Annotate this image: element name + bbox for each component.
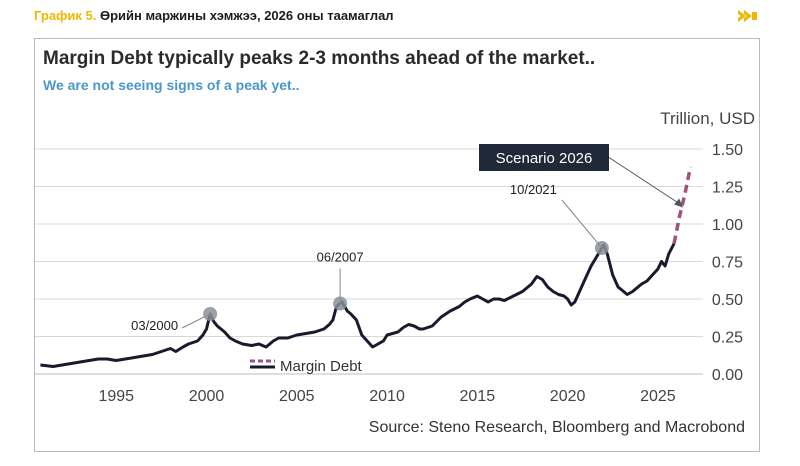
x-tick-label: 2020 (550, 388, 586, 405)
figure-caption-text: Өрийн маржины хэмжээ, 2026 оны таамаглал (96, 8, 394, 23)
y-axis-label: Trillion, USD (660, 109, 755, 128)
x-tick-label: 2015 (460, 388, 496, 405)
peak-marker-label: 06/2007 (317, 250, 364, 265)
x-tick-label: 2000 (189, 388, 225, 405)
figure-caption-label: График 5. (34, 8, 97, 23)
chart-subtitle: We are not seeing signs of a peak yet.. (43, 77, 300, 93)
chart-frame: Margin Debt typically peaks 2-3 months a… (34, 38, 760, 452)
marker-leader-line (561, 199, 603, 249)
peak-marker-label: 10/2021 (510, 182, 557, 197)
figure-caption: График 5. Өрийн маржины хэмжээ, 2026 оны… (34, 8, 394, 23)
y-tick-label: 0.50 (712, 292, 743, 309)
y-tick-label: 1.50 (712, 142, 743, 159)
y-tick-label: 1.25 (712, 180, 743, 197)
scenario-annotation-box (479, 144, 609, 171)
scenario-annotation-arrow (608, 157, 680, 204)
peak-marker (203, 307, 218, 321)
peak-marker (594, 241, 609, 255)
chart-title: Margin Debt typically peaks 2-3 months a… (43, 48, 596, 69)
peak-marker-label: 03/2000 (131, 318, 178, 333)
x-tick-label: 2010 (369, 388, 405, 405)
y-tick-label: 0.00 (712, 367, 743, 384)
y-tick-label: 1.00 (712, 217, 743, 234)
margin-debt-chart: 0.00 0.25 0.50 0.75 1.00 1.25 1.50 1995 2000 2005… (35, 109, 755, 405)
legend-label: Margin Debt (280, 358, 363, 375)
scenario-2026-line (672, 166, 693, 244)
x-tick-label: 2005 (279, 388, 315, 405)
x-tick-label: 1995 (98, 388, 134, 405)
chart-source: Source: Steno Research, Bloomberg and Ma… (368, 419, 745, 436)
scenario-arrow-head (674, 198, 684, 208)
y-tick-label: 0.25 (712, 330, 743, 347)
scenario-annotation-label: Scenario 2026 (496, 150, 593, 167)
x-tick-label: 2025 (640, 388, 676, 405)
y-tick-label: 0.75 (712, 255, 743, 272)
double-chevron-right-icon[interactable] (738, 9, 758, 23)
margin-debt-line (40, 242, 676, 368)
peak-marker (333, 296, 348, 311)
